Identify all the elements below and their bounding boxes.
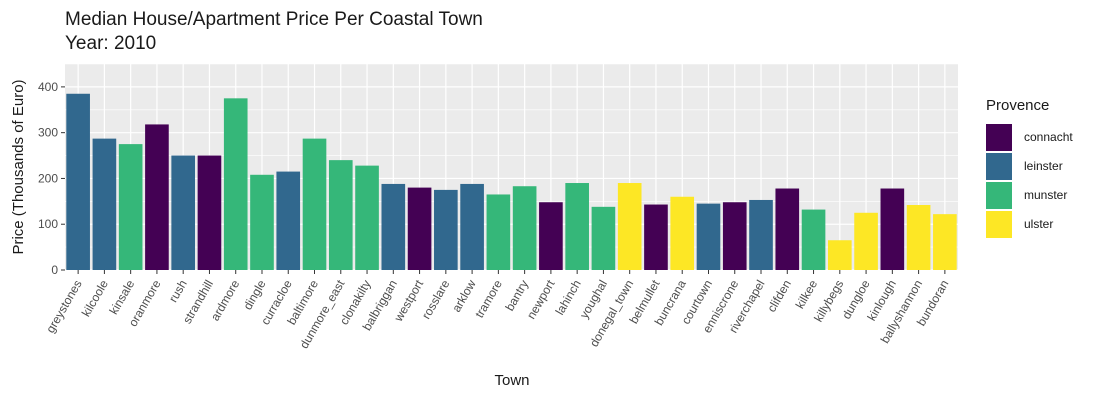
legend-swatch-leinster — [986, 153, 1012, 180]
legend-swatch-connacht — [986, 124, 1012, 151]
legend-label-connacht: connacht — [1024, 130, 1073, 144]
bar-greystones — [66, 93, 90, 270]
y-axis: 0 100 200 300 400 — [38, 80, 65, 277]
bar-kilkee — [801, 209, 826, 270]
bar-bundoran — [933, 214, 957, 270]
x-tick-label: clifden — [764, 278, 793, 315]
bar-strandhill — [197, 155, 222, 270]
bar-lahinch — [565, 183, 589, 270]
bar-bantry — [512, 186, 537, 270]
y-tick-label: 200 — [38, 171, 58, 185]
x-tick-label: greystones — [43, 278, 84, 336]
bar-youghal — [591, 206, 616, 270]
legend-label-ulster: ulster — [1024, 217, 1053, 231]
bar-kinsale — [118, 144, 143, 270]
x-tick-label: dingle — [240, 277, 268, 312]
bar-ballyshannon — [906, 204, 931, 270]
bar-clonakilty — [355, 165, 379, 270]
bar-baltimore — [302, 138, 327, 270]
x-tick-label: rush — [166, 278, 190, 305]
y-tick-label: 100 — [38, 217, 58, 231]
x-tick-label: kilcoole — [79, 277, 111, 319]
bar-enniscrone — [722, 202, 747, 270]
bar-tramore — [486, 194, 511, 270]
bar-courtown — [696, 203, 721, 270]
bar-arklow — [460, 183, 484, 270]
bar-kilcoole — [92, 138, 117, 270]
y-tick-label: 300 — [38, 126, 58, 140]
bar-killybegs — [827, 240, 852, 270]
bar-newport — [539, 202, 563, 270]
y-tick-label: 0 — [51, 263, 58, 277]
y-tick-label: 400 — [38, 80, 58, 94]
bar-kinlough — [880, 188, 905, 270]
legend-swatch-munster — [986, 182, 1012, 209]
y-axis-title: Price (Thousands of Euro) — [10, 79, 27, 254]
bar-curracloe — [276, 171, 301, 270]
bar-balbriggan — [381, 183, 406, 270]
bar-clifden — [775, 188, 800, 270]
legend-swatch-ulster — [986, 211, 1012, 238]
bar-westport — [407, 187, 432, 270]
bars-group — [66, 93, 957, 270]
bar-donegal_town — [617, 183, 642, 270]
bar-riverchapel — [749, 199, 773, 270]
bar-rosslare — [434, 189, 458, 270]
bar-belmullet — [644, 204, 668, 270]
x-axis-title: Town — [494, 372, 529, 389]
chart-title: Median House/Apartment Price Per Coastal… — [65, 9, 483, 30]
legend-label-munster: munster — [1024, 188, 1067, 202]
bar-dungloe — [854, 212, 878, 270]
bar-buncrana — [670, 196, 695, 270]
bar-rush — [171, 155, 196, 270]
legend: Provence connacht leinster munster ulster — [986, 97, 1073, 238]
bar-dunmore_east — [328, 160, 353, 270]
bar-ardmore — [223, 98, 248, 270]
chart-subtitle: Year: 2010 — [65, 33, 156, 54]
x-tick-label: kilkee — [793, 277, 821, 311]
bar-oranmore — [145, 124, 169, 270]
legend-label-leinster: leinster — [1024, 159, 1063, 173]
legend-title: Provence — [986, 97, 1049, 114]
bar-dingle — [250, 174, 274, 270]
